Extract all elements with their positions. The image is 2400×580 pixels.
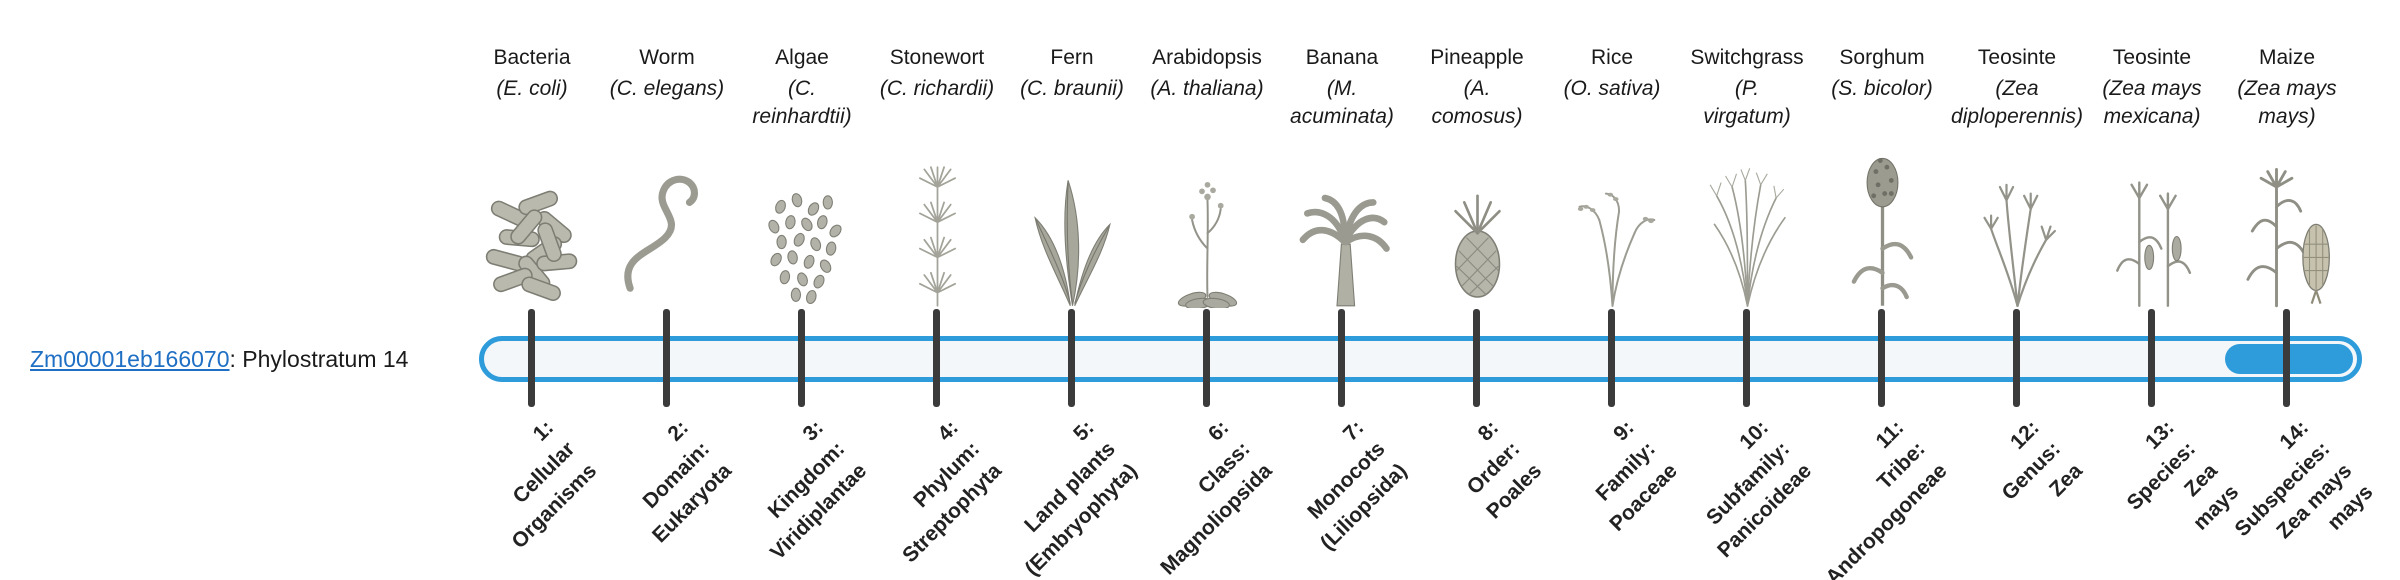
organism-scientific-name: (S. bicolor) — [1831, 77, 1933, 101]
stratum-label-text: 1: Cellular Organisms — [507, 416, 602, 554]
organism-scientific-name: (A. thaliana) — [1150, 77, 1264, 101]
organism-column-stonewort: Stonewort (C. richardii) — [862, 44, 1012, 308]
organism-scientific-name: (A. comosus) — [1431, 77, 1523, 128]
organism-column-worm: Worm (C. elegans) — [592, 44, 742, 308]
organism-column-teosinte-mexicana: Teosinte (Zea mays mexicana) — [2077, 44, 2227, 308]
stratum-label-text: 6: Class: Magnoliopsida — [1156, 416, 1277, 580]
phylostratum-tick-14 — [2283, 309, 2290, 407]
gene-id-link[interactable]: Zm00001eb166070 — [30, 345, 230, 372]
stratum-label-text: 5: Land plants (Embryophyta) — [1020, 416, 1142, 580]
pineapple-icon — [1420, 143, 1535, 308]
stratum-label-text: 14: Subspecies: Zea mays mays — [2231, 416, 2378, 544]
stratum-label-text: 7: Monocots (Liliopsida) — [1303, 416, 1412, 555]
organism-column-fern: Fern (C. braunii) — [997, 44, 1147, 308]
stratum-label-text: 2: Domain: Eukaryota — [639, 416, 737, 548]
organism-scientific-name: (C. braunii) — [1020, 77, 1124, 101]
organism-scientific-name: (C. richardii) — [879, 77, 995, 101]
stratum-label-text: 4: Phylum: Streptophyta — [898, 416, 1007, 568]
stratum-label-text: 3: Kingdom: Viridiplantae — [764, 416, 872, 565]
phylostratum-tick-2 — [663, 309, 670, 407]
phylostratum-tick-5 — [1068, 309, 1075, 407]
arabidopsis-icon — [1150, 143, 1265, 308]
organism-scientific-name: (C. reinhardtii) — [752, 77, 852, 128]
phylostratum-tick-1 — [528, 309, 535, 407]
stratum-label-text: 11: Tribe: Andropogoneae — [1821, 416, 1952, 580]
phylostratum-tick-8 — [1473, 309, 1480, 407]
organism-name: Rice — [1590, 46, 1633, 69]
gene-phylostratum-text: : Phylostratum 14 — [229, 345, 409, 372]
organism-scientific-name: (Zea diploperennis) — [1951, 77, 2083, 128]
sorghum-icon — [1825, 143, 1940, 308]
algae-icon — [745, 143, 860, 308]
organism-name: Stonewort — [889, 46, 985, 69]
organism-column-algae: Algae (C. reinhardtii) — [727, 44, 877, 308]
bacteria-icon — [475, 143, 590, 308]
organism-column-switchgrass: Switchgrass (P. virgatum) — [1672, 44, 1822, 308]
organism-name: Algae — [775, 46, 829, 69]
organism-name: Switchgrass — [1690, 46, 1804, 69]
organism-scientific-name: (O. sativa) — [1563, 77, 1661, 101]
organism-name: Bacteria — [493, 46, 571, 69]
gene-label: Zm00001eb166070: Phylostratum 14 — [30, 336, 408, 382]
teosinte-diploperennis-icon — [1960, 143, 2075, 308]
banana-icon — [1285, 143, 1400, 308]
organism-column-pineapple: Pineapple (A. comosus) — [1402, 44, 1552, 308]
organism-name: Banana — [1305, 46, 1379, 69]
organism-scientific-name: (P. virgatum) — [1703, 77, 1791, 128]
organism-scientific-name: (M. acuminata) — [1290, 77, 1394, 128]
maize-icon — [2230, 143, 2345, 308]
organism-column-rice: Rice (O. sativa) — [1537, 44, 1687, 308]
organism-column-maize: Maize (Zea mays mays) — [2212, 44, 2362, 308]
organism-name: Teosinte — [1977, 46, 2057, 69]
phylostratum-tick-6 — [1203, 309, 1210, 407]
teosinte-mexicana-icon — [2095, 143, 2210, 308]
organism-name: Worm — [639, 46, 695, 69]
organism-scientific-name: (E. coli) — [496, 77, 568, 101]
organism-column-bacteria: Bacteria (E. coli) — [457, 44, 607, 308]
organism-name: Teosinte — [2112, 46, 2192, 69]
organism-name: Fern — [1050, 46, 1094, 69]
phylostratum-tick-12 — [2013, 309, 2020, 407]
organism-column-teosinte-diploperennis: Teosinte (Zea diploperennis) — [1942, 44, 2092, 308]
phylostratum-tick-4 — [933, 309, 940, 407]
phylostratum-tick-10 — [1743, 309, 1750, 407]
organism-name: Pineapple — [1430, 46, 1524, 69]
stratum-label-text: 12: Genus: Zea — [1997, 416, 2087, 506]
phylostratum-tick-3 — [798, 309, 805, 407]
switchgrass-icon — [1690, 143, 1805, 308]
organism-column-banana: Banana (M. acuminata) — [1267, 44, 1417, 308]
fern-icon — [1015, 143, 1130, 308]
timeline-bar — [479, 336, 2362, 382]
stratum-label-text: 9: Family: Poaceae — [1591, 416, 1682, 536]
organism-name: Sorghum — [1839, 46, 1925, 69]
phylostratum-tick-9 — [1608, 309, 1615, 407]
organism-column-arabidopsis: Arabidopsis (A. thaliana) — [1132, 44, 1282, 308]
organism-name: Arabidopsis — [1152, 46, 1262, 69]
organism-name: Maize — [2258, 46, 2316, 69]
phylostratum-tick-13 — [2148, 309, 2155, 407]
stonewort-icon — [880, 143, 995, 308]
organism-scientific-name: (C. elegans) — [609, 77, 725, 101]
phylostratum-tick-11 — [1878, 309, 1885, 407]
organism-scientific-name: (Zea mays mexicana) — [2102, 77, 2202, 128]
phylostratum-tick-7 — [1338, 309, 1345, 407]
rice-icon — [1555, 143, 1670, 308]
organism-column-sorghum: Sorghum (S. bicolor) — [1807, 44, 1957, 308]
organism-scientific-name: (Zea mays mays) — [2237, 77, 2337, 128]
stratum-label-text: 8: Order: Poales — [1463, 416, 1547, 524]
worm-icon — [610, 143, 725, 308]
